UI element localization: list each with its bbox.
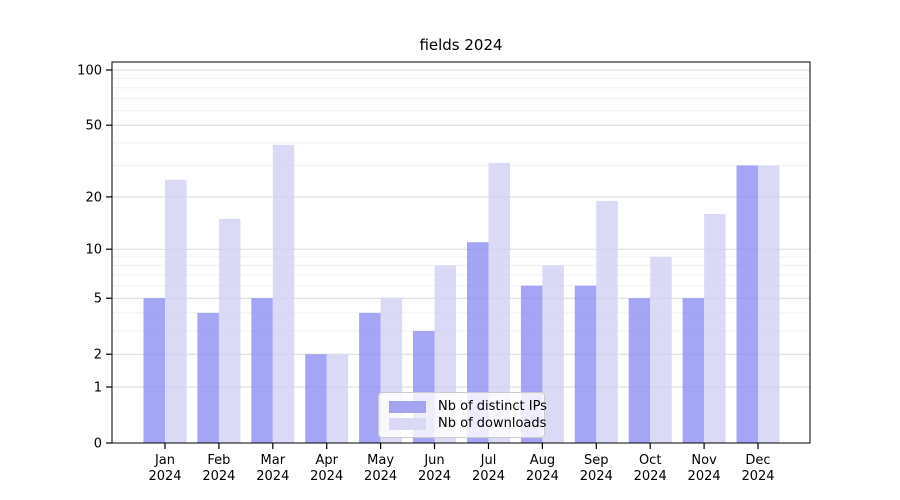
x-tick-label: Apr 2024 <box>310 453 343 484</box>
y-tick-label: 50 <box>85 119 102 134</box>
x-tick-label: Jan 2024 <box>148 453 181 484</box>
x-tick-label: Nov 2024 <box>688 453 721 484</box>
legend: Nb of distinct IPs Nb of downloads <box>378 392 547 438</box>
bar-distinct-ips-apr <box>305 354 327 443</box>
bar-downloads-jul <box>488 162 510 443</box>
y-tick-label: 5 <box>94 292 102 307</box>
x-tick-label: Mar 2024 <box>256 453 289 484</box>
bar-downloads-oct <box>650 256 672 443</box>
y-tick-label: 2 <box>94 348 102 363</box>
bar-downloads-sep <box>596 200 618 443</box>
x-tick-label: May 2024 <box>364 453 397 484</box>
bar-distinct-ips-dec <box>736 165 758 443</box>
bar-downloads-jan <box>165 179 187 443</box>
chart-title: fields 2024 <box>419 36 503 54</box>
bar-distinct-ips-jan <box>143 298 165 443</box>
x-tick-label: Feb 2024 <box>202 453 235 484</box>
bar-downloads-feb <box>218 218 241 443</box>
bar-downloads-dec <box>758 165 780 443</box>
bar-distinct-ips-sep <box>574 285 597 443</box>
legend-item-downloads: Nb of downloads <box>389 415 546 432</box>
y-tick-label: 1 <box>94 381 102 396</box>
bar-distinct-ips-feb <box>197 312 219 443</box>
y-tick-label: 10 <box>85 243 102 258</box>
y-tick-label: 100 <box>77 64 102 79</box>
bar-downloads-apr <box>326 354 349 443</box>
bar-downloads-mar <box>272 144 295 443</box>
legend-label-downloads: Nb of downloads <box>438 416 547 431</box>
x-tick-label: Oct 2024 <box>634 453 667 484</box>
bar-distinct-ips-nov <box>682 298 705 443</box>
y-tick-label: 20 <box>85 190 102 205</box>
x-tick-label: Sep 2024 <box>580 453 613 484</box>
bar-downloads-aug <box>542 265 564 443</box>
bar-distinct-ips-oct <box>628 298 651 443</box>
x-tick-label: Aug 2024 <box>526 453 559 484</box>
legend-label-distinct-ips: Nb of distinct IPs <box>438 399 547 414</box>
bar-distinct-ips-may <box>359 312 381 443</box>
legend-item-distinct-ips: Nb of distinct IPs <box>389 398 547 415</box>
legend-swatch-downloads <box>389 417 426 430</box>
plot-frame <box>111 61 811 444</box>
x-tick-label: Jun 2024 <box>418 453 451 484</box>
bar-distinct-ips-mar <box>251 298 273 443</box>
legend-swatch-distinct-ips <box>389 400 426 413</box>
y-tick-label: 0 <box>94 437 102 452</box>
x-tick-label: Dec 2024 <box>741 453 774 484</box>
x-tick-label: Jul 2024 <box>472 453 505 484</box>
bar-downloads-nov <box>704 214 726 443</box>
